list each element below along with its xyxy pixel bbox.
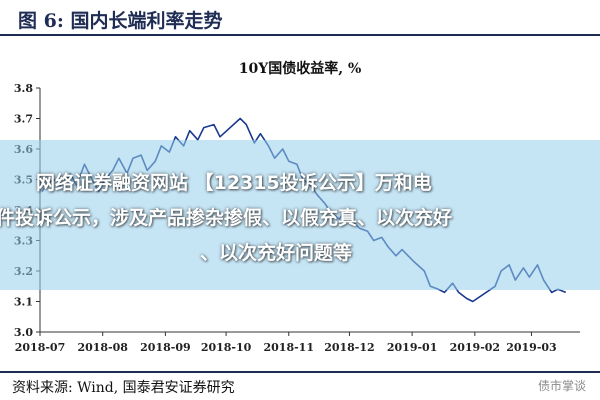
source-note: 资料来源: Wind, 国泰君安证券研究: [12, 380, 235, 396]
x-axis-ticks: 2018-07 2018-08 2018-09 2018-10 2018-11 2018-…: [15, 332, 557, 354]
watermark-logo: 债市掌谈: [537, 379, 586, 393]
x-tick-label: 2019-01: [387, 341, 438, 354]
y-tick-label: 3.0: [14, 326, 33, 339]
overlay-text-line-2: 件投诉公示，涉及产品掺杂掺假、以假充真、以次充好: [0, 207, 453, 229]
x-tick-label: 2018-09: [140, 341, 191, 354]
bottom-divider: [0, 371, 600, 373]
x-tick-label: 2018-08: [77, 341, 128, 354]
figure-title: 图 6: 国内长端利率走势: [18, 10, 223, 32]
overlay-text-line-1: 网络证券融资网站 【12315投诉公示】万和电: [36, 172, 432, 194]
x-tick-label: 2019-02: [450, 341, 501, 354]
y-tick-label: 3.1: [14, 296, 33, 309]
chart-title: 10Y国债收益率, %: [238, 61, 362, 77]
y-tick-label: 3.8: [14, 82, 33, 95]
y-tick-label: 3.7: [14, 113, 33, 126]
x-tick-label: 2018-07: [15, 341, 66, 354]
x-tick-label: 2019-03: [506, 341, 557, 354]
text-overlay-band: [0, 140, 600, 290]
x-tick-label: 2018-10: [201, 341, 252, 354]
overlay-text-line-3: 、以次充好问题等: [200, 242, 353, 264]
top-divider: [0, 34, 600, 36]
x-tick-label: 2018-12: [324, 341, 375, 354]
x-tick-label: 2018-11: [264, 341, 315, 354]
